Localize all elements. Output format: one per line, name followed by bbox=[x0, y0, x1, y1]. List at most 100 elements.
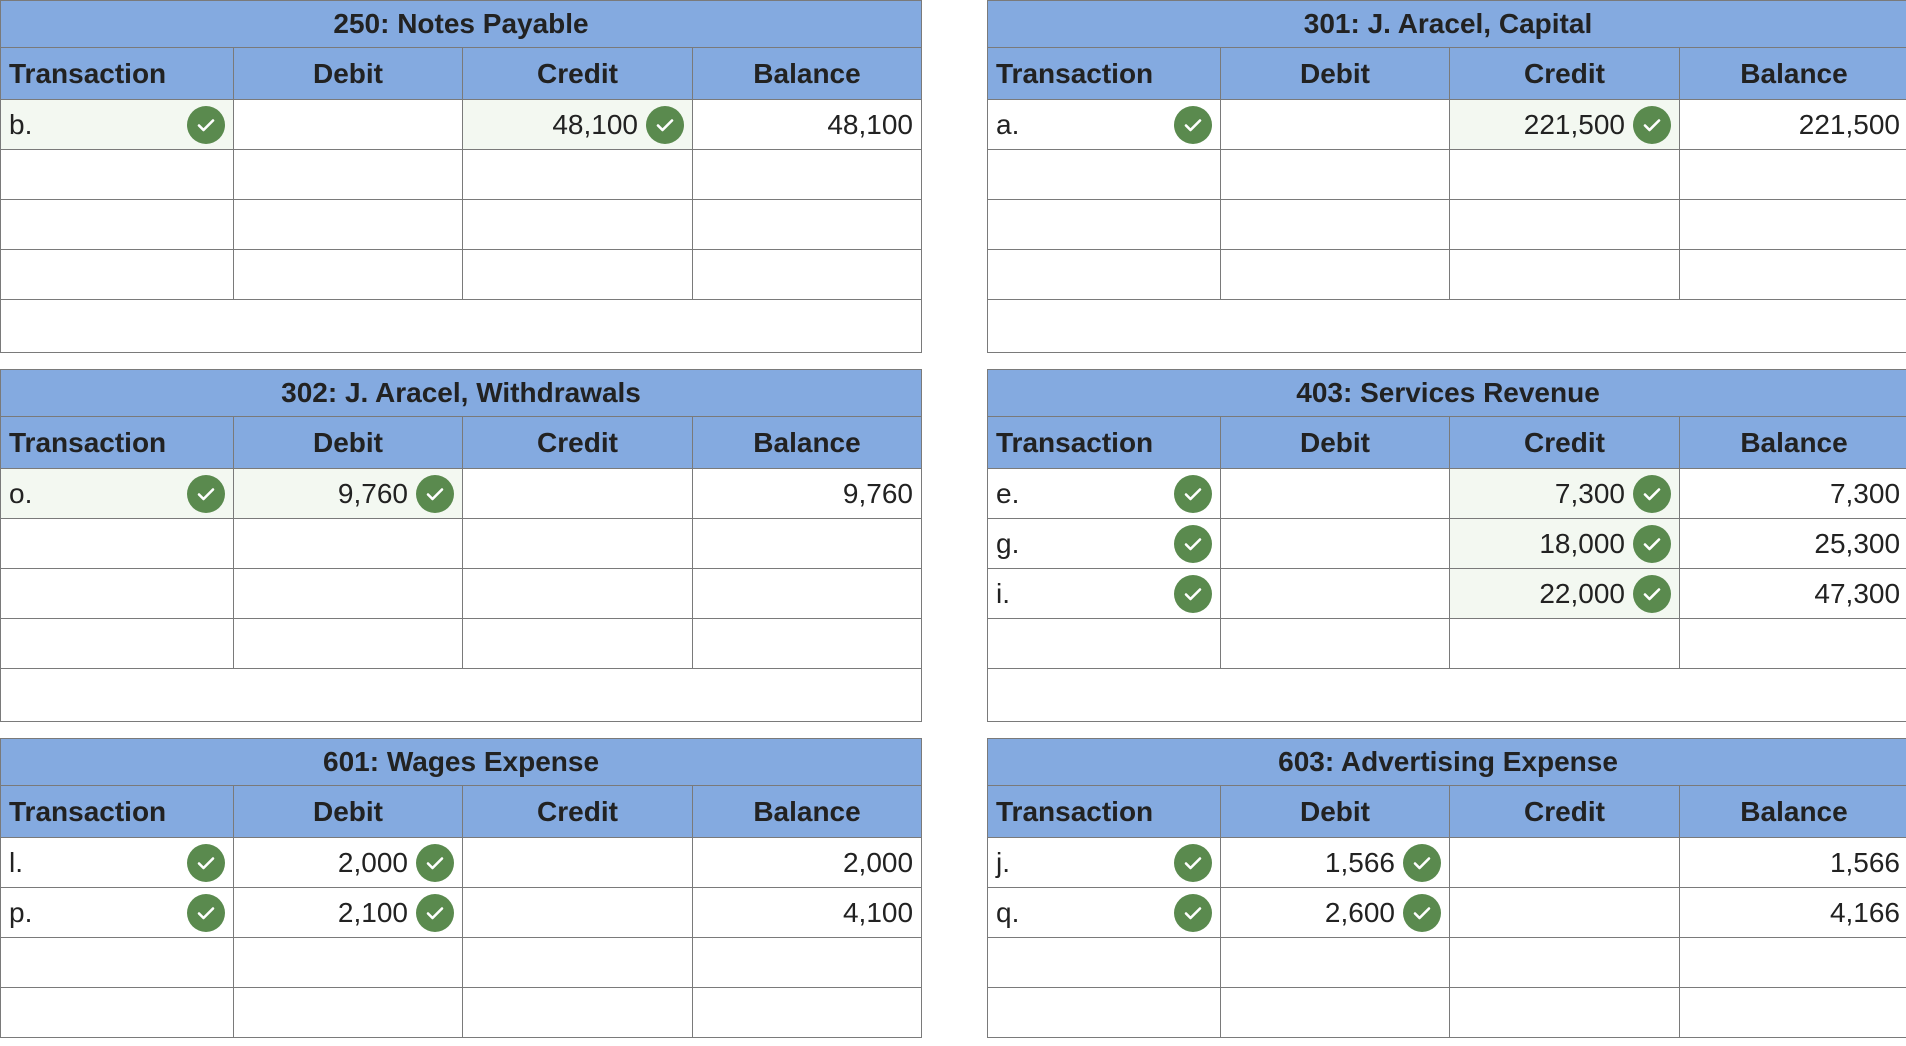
transaction-cell[interactable]: l. bbox=[0, 837, 234, 888]
transaction-cell[interactable] bbox=[0, 568, 234, 619]
table-row bbox=[0, 518, 922, 569]
credit-cell[interactable] bbox=[1449, 937, 1680, 988]
credit-cell[interactable] bbox=[1449, 199, 1680, 250]
transaction-cell[interactable]: a. bbox=[987, 99, 1221, 150]
column-header-balance: Balance bbox=[692, 47, 922, 100]
transaction-cell[interactable] bbox=[0, 149, 234, 200]
transaction-cell[interactable] bbox=[0, 249, 234, 300]
credit-cell[interactable] bbox=[462, 837, 693, 888]
credit-cell[interactable] bbox=[1449, 887, 1680, 938]
table-row bbox=[987, 199, 1906, 250]
check-circle-icon bbox=[1174, 105, 1212, 144]
table-row: p. 2,100 4,100 bbox=[0, 887, 923, 938]
credit-cell[interactable] bbox=[462, 249, 693, 300]
debit-cell[interactable] bbox=[233, 199, 463, 250]
debit-cell[interactable]: 2,600 bbox=[1220, 887, 1450, 938]
debit-cell[interactable] bbox=[1220, 987, 1450, 1038]
credit-cell[interactable] bbox=[462, 887, 693, 938]
credit-cell[interactable]: 18,000 bbox=[1449, 518, 1680, 569]
transaction-cell[interactable]: g. bbox=[987, 518, 1221, 569]
transaction-cell[interactable] bbox=[987, 149, 1221, 200]
ledger-title: 250: Notes Payable bbox=[0, 0, 922, 48]
transaction-cell[interactable]: b. bbox=[0, 99, 234, 150]
credit-cell[interactable] bbox=[462, 987, 693, 1038]
transaction-cell[interactable]: q. bbox=[987, 887, 1221, 938]
balance-cell: 9,760 bbox=[692, 468, 922, 519]
debit-cell[interactable] bbox=[233, 249, 463, 300]
column-header-credit: Credit bbox=[462, 785, 693, 838]
transaction-cell[interactable]: i. bbox=[987, 568, 1221, 619]
credit-cell[interactable] bbox=[462, 149, 693, 200]
credit-cell[interactable] bbox=[462, 937, 693, 988]
credit-cell[interactable]: 48,100 bbox=[462, 99, 693, 150]
check-circle-icon bbox=[1174, 524, 1212, 563]
transaction-cell[interactable] bbox=[987, 937, 1221, 988]
transaction-cell[interactable] bbox=[0, 987, 234, 1038]
debit-cell[interactable] bbox=[1220, 618, 1450, 669]
credit-cell[interactable] bbox=[1449, 837, 1680, 888]
table-row: b. 48,100 48,100 bbox=[0, 99, 922, 150]
check-circle-icon bbox=[1633, 474, 1671, 513]
debit-cell[interactable] bbox=[1220, 99, 1450, 150]
balance-cell bbox=[691, 937, 923, 988]
debit-cell[interactable] bbox=[1220, 568, 1450, 619]
balance-cell: 25,300 bbox=[1678, 518, 1906, 569]
debit-cell[interactable] bbox=[233, 99, 463, 150]
debit-cell[interactable] bbox=[233, 149, 463, 200]
debit-cell[interactable]: 1,566 bbox=[1220, 837, 1450, 888]
balance-cell: 7,300 bbox=[1678, 468, 1906, 519]
check-circle-icon bbox=[1633, 105, 1671, 144]
transaction-cell[interactable] bbox=[987, 249, 1221, 300]
credit-cell[interactable] bbox=[1449, 249, 1680, 300]
transaction-cell[interactable]: o. bbox=[0, 468, 234, 519]
credit-cell[interactable]: 221,500 bbox=[1449, 99, 1680, 150]
spacer-row bbox=[0, 299, 922, 353]
debit-cell[interactable] bbox=[1220, 149, 1450, 200]
check-circle-icon bbox=[187, 105, 225, 144]
debit-cell[interactable] bbox=[1220, 468, 1450, 519]
balance-cell bbox=[1679, 199, 1906, 250]
credit-cell[interactable] bbox=[462, 518, 693, 569]
debit-cell[interactable]: 9,760 bbox=[233, 468, 463, 519]
credit-cell[interactable]: 22,000 bbox=[1449, 568, 1680, 619]
credit-cell[interactable] bbox=[1449, 618, 1680, 669]
transaction-cell[interactable]: e. bbox=[987, 468, 1221, 519]
credit-cell[interactable] bbox=[462, 568, 693, 619]
credit-cell[interactable] bbox=[462, 618, 693, 669]
table-row: g. 18,000 25,300 bbox=[987, 518, 1906, 569]
check-circle-icon bbox=[1633, 524, 1671, 563]
table-row bbox=[987, 149, 1906, 200]
credit-cell[interactable] bbox=[1449, 987, 1680, 1038]
balance-cell bbox=[691, 987, 923, 1038]
debit-cell[interactable]: 2,000 bbox=[233, 837, 463, 888]
transaction-cell[interactable] bbox=[987, 199, 1221, 250]
debit-cell[interactable] bbox=[1220, 937, 1450, 988]
transaction-cell[interactable] bbox=[0, 518, 234, 569]
debit-cell[interactable] bbox=[1220, 199, 1450, 250]
transaction-cell[interactable]: j. bbox=[987, 837, 1221, 888]
ledger-advertising-expense: 603: Advertising Expense Transaction Deb… bbox=[986, 738, 1906, 1038]
transaction-cell[interactable] bbox=[0, 937, 234, 988]
debit-cell[interactable] bbox=[233, 518, 463, 569]
credit-cell[interactable] bbox=[1449, 149, 1680, 200]
transaction-cell[interactable]: p. bbox=[0, 887, 234, 938]
balance-cell: 1,566 bbox=[1678, 837, 1906, 888]
credit-cell[interactable] bbox=[462, 468, 693, 519]
transaction-cell[interactable] bbox=[987, 618, 1221, 669]
table-row: l. 2,000 2,000 bbox=[0, 837, 923, 888]
transaction-cell[interactable] bbox=[0, 618, 234, 669]
transaction-cell[interactable] bbox=[987, 987, 1221, 1038]
table-row bbox=[987, 249, 1906, 300]
credit-cell[interactable]: 7,300 bbox=[1449, 468, 1680, 519]
debit-cell[interactable] bbox=[1220, 249, 1450, 300]
debit-cell[interactable]: 2,100 bbox=[233, 887, 463, 938]
transaction-cell[interactable] bbox=[0, 199, 234, 250]
debit-cell[interactable] bbox=[1220, 518, 1450, 569]
debit-cell[interactable] bbox=[233, 937, 463, 988]
balance-cell bbox=[692, 149, 922, 200]
credit-cell[interactable] bbox=[462, 199, 693, 250]
table-row bbox=[987, 987, 1906, 1038]
debit-cell[interactable] bbox=[233, 568, 463, 619]
debit-cell[interactable] bbox=[233, 618, 463, 669]
debit-cell[interactable] bbox=[233, 987, 463, 1038]
